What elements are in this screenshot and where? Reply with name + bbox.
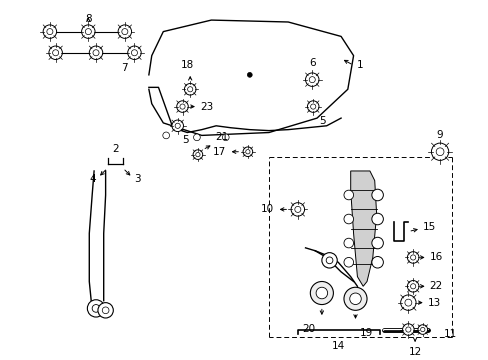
Circle shape xyxy=(321,253,337,268)
Circle shape xyxy=(407,252,418,263)
Circle shape xyxy=(435,148,443,156)
Circle shape xyxy=(294,206,300,212)
Circle shape xyxy=(290,203,304,216)
Circle shape xyxy=(371,256,383,268)
Circle shape xyxy=(81,25,95,38)
Text: 17: 17 xyxy=(212,147,225,157)
Circle shape xyxy=(243,147,252,157)
Circle shape xyxy=(417,325,427,334)
Circle shape xyxy=(305,73,318,86)
Circle shape xyxy=(349,293,361,305)
Circle shape xyxy=(92,305,100,312)
Circle shape xyxy=(176,101,188,112)
Circle shape xyxy=(430,143,448,161)
Circle shape xyxy=(118,25,131,38)
Circle shape xyxy=(93,50,99,56)
Circle shape xyxy=(404,299,411,306)
Circle shape xyxy=(131,50,137,56)
Circle shape xyxy=(410,284,415,289)
Text: 5: 5 xyxy=(182,135,189,145)
Circle shape xyxy=(127,46,141,59)
Text: 14: 14 xyxy=(331,341,344,351)
Circle shape xyxy=(87,300,104,317)
Text: 10: 10 xyxy=(260,204,273,215)
Circle shape xyxy=(184,84,196,95)
Circle shape xyxy=(193,150,203,159)
Circle shape xyxy=(410,255,415,260)
Circle shape xyxy=(163,132,169,139)
Text: 21: 21 xyxy=(215,132,228,142)
Text: 5: 5 xyxy=(318,116,325,126)
Circle shape xyxy=(343,214,353,224)
Text: 6: 6 xyxy=(308,58,315,68)
Text: 8: 8 xyxy=(85,14,91,24)
Circle shape xyxy=(187,87,192,92)
Text: 2: 2 xyxy=(112,144,118,154)
Text: 11: 11 xyxy=(443,329,456,339)
Polygon shape xyxy=(350,171,376,286)
Circle shape xyxy=(402,324,413,335)
Circle shape xyxy=(405,327,410,332)
Circle shape xyxy=(53,50,59,56)
Circle shape xyxy=(193,134,200,141)
Text: 7: 7 xyxy=(122,63,128,73)
Text: 13: 13 xyxy=(427,298,440,308)
Circle shape xyxy=(310,282,333,305)
Circle shape xyxy=(122,28,128,35)
Circle shape xyxy=(49,46,62,59)
Text: 12: 12 xyxy=(407,347,421,357)
Circle shape xyxy=(89,46,102,59)
Text: 23: 23 xyxy=(200,102,213,112)
Circle shape xyxy=(307,101,318,112)
Circle shape xyxy=(371,213,383,225)
Circle shape xyxy=(98,303,113,318)
Circle shape xyxy=(343,238,353,248)
Circle shape xyxy=(310,104,315,109)
Text: 19: 19 xyxy=(360,328,373,338)
Circle shape xyxy=(371,189,383,201)
Circle shape xyxy=(343,287,366,310)
Text: 18: 18 xyxy=(181,60,194,70)
Circle shape xyxy=(222,134,229,141)
Text: 20: 20 xyxy=(302,324,314,334)
Circle shape xyxy=(195,153,200,157)
Circle shape xyxy=(85,28,91,35)
Circle shape xyxy=(343,190,353,200)
Circle shape xyxy=(308,77,315,83)
Circle shape xyxy=(102,307,109,314)
Text: 15: 15 xyxy=(422,222,435,232)
Circle shape xyxy=(245,150,249,154)
Circle shape xyxy=(420,327,424,332)
Circle shape xyxy=(315,287,327,299)
Circle shape xyxy=(43,25,57,38)
Text: 9: 9 xyxy=(436,130,443,140)
Circle shape xyxy=(47,28,53,35)
Circle shape xyxy=(407,280,418,292)
Circle shape xyxy=(175,123,180,129)
Circle shape xyxy=(180,104,185,109)
Circle shape xyxy=(325,257,332,264)
Circle shape xyxy=(371,237,383,249)
Circle shape xyxy=(172,120,183,131)
Circle shape xyxy=(247,72,252,77)
Text: 22: 22 xyxy=(428,281,442,291)
Circle shape xyxy=(400,295,415,310)
Text: 1: 1 xyxy=(356,60,363,70)
Text: 3: 3 xyxy=(134,174,141,184)
Text: 16: 16 xyxy=(428,252,442,262)
Text: 4: 4 xyxy=(89,174,96,184)
Circle shape xyxy=(343,257,353,267)
